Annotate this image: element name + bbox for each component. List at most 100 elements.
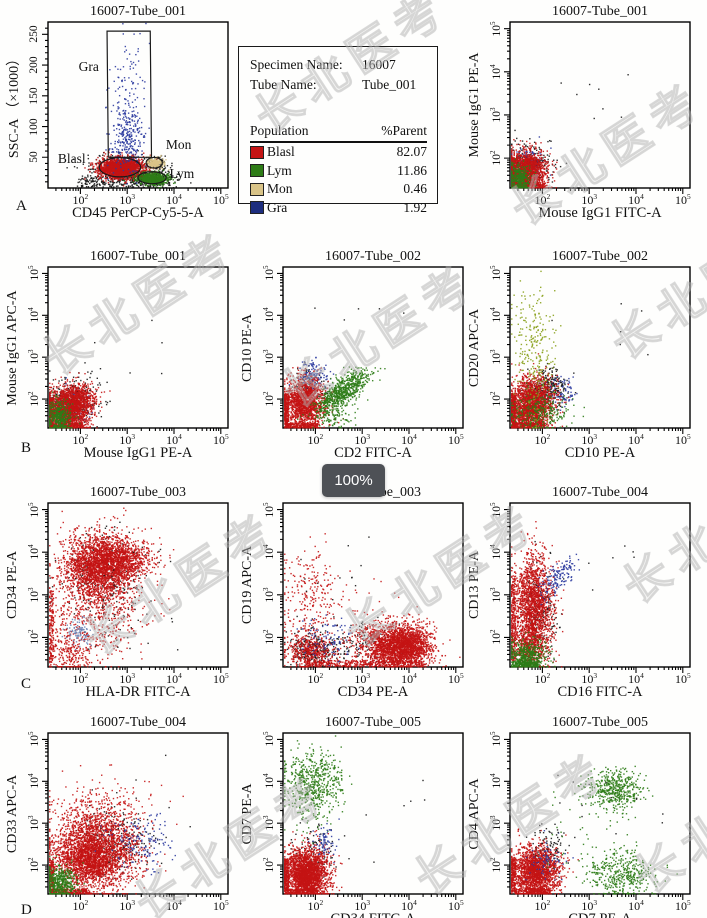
x-tick-label: 104 bbox=[401, 671, 417, 686]
y-tick-label: 105 bbox=[489, 731, 503, 747]
x-tick-label: 103 bbox=[119, 192, 136, 207]
x-tick-label: 104 bbox=[628, 898, 644, 913]
x-tick-label: 104 bbox=[401, 898, 417, 913]
y-tick-label: 102 bbox=[489, 629, 503, 645]
x-tick-label: 104 bbox=[166, 192, 182, 207]
y-tick-label: 105 bbox=[489, 502, 503, 518]
x-tick-label: 105 bbox=[447, 671, 464, 686]
x-tick-label: 105 bbox=[212, 192, 229, 207]
plot-title: 16007-Tube_004 bbox=[90, 715, 186, 730]
section-label-b: B bbox=[21, 440, 32, 456]
x-axis-label: CD34 FITC-A bbox=[331, 911, 416, 918]
x-tick-label: 102 bbox=[307, 898, 324, 913]
blasl-color-swatch bbox=[250, 145, 264, 159]
plot-title: 16007-Tube_001 bbox=[552, 4, 648, 19]
y-tick-label: 103 bbox=[262, 815, 276, 831]
x-tick-label: 103 bbox=[354, 432, 371, 447]
x-tick-label: 105 bbox=[212, 671, 229, 686]
x-tick-label: 102 bbox=[72, 432, 89, 447]
population-name: Lym bbox=[267, 162, 292, 178]
y-axis-label: SSC-A （×1000） bbox=[7, 51, 22, 159]
plot-title: 16007-Tube_005 bbox=[552, 715, 648, 730]
x-tick-label: 104 bbox=[166, 432, 182, 447]
y-tick-label: 104 bbox=[262, 544, 276, 560]
x-tick-label: 105 bbox=[674, 432, 691, 447]
x-axis-label: Mouse IgG1 PE-A bbox=[83, 445, 193, 461]
x-tick-label: 104 bbox=[401, 432, 417, 447]
y-tick-label: 104 bbox=[27, 307, 41, 323]
zoom-level-indicator: 100% bbox=[322, 464, 385, 497]
population-row: Mon 0.46 bbox=[250, 180, 427, 199]
x-tick-label: 105 bbox=[447, 432, 464, 447]
population-row: Blasl 82.07 bbox=[250, 143, 427, 162]
population-row: Lym 11.86 bbox=[250, 162, 427, 181]
specimen-name-label: Specimen Name: bbox=[250, 57, 343, 72]
y-axis-label: CD10 PE-A bbox=[240, 313, 255, 382]
y-tick-label: 105 bbox=[489, 21, 503, 37]
x-tick-label: 103 bbox=[581, 898, 598, 913]
population-percent: 1.92 bbox=[403, 199, 427, 215]
y-tick-label: 102 bbox=[262, 391, 276, 407]
x-tick-label: 102 bbox=[72, 898, 89, 913]
y-tick-label: 104 bbox=[262, 773, 276, 789]
y-tick-label: 104 bbox=[27, 544, 41, 560]
gra-color-swatch bbox=[250, 201, 264, 215]
plot-title: 16007-Tube_002 bbox=[552, 249, 648, 264]
y-tick-label: 100 bbox=[28, 117, 40, 136]
plot-title: 16007-Tube_003 bbox=[90, 485, 186, 500]
y-axis-label: CD33 APC-A bbox=[5, 774, 20, 853]
y-tick-label: 104 bbox=[489, 64, 503, 80]
x-tick-label: 103 bbox=[119, 898, 136, 913]
plot-title: 16007-Tube_001 bbox=[90, 249, 186, 264]
section-label-c: C bbox=[21, 676, 32, 692]
y-axis-label: CD34 PE-A bbox=[5, 550, 20, 620]
population-percent: 82.07 bbox=[396, 144, 427, 159]
y-tick-label: 50 bbox=[28, 151, 40, 164]
y-tick-label: 103 bbox=[262, 587, 276, 603]
y-tick-label: 102 bbox=[262, 629, 276, 645]
y-tick-label: 103 bbox=[27, 349, 41, 365]
y-axis-label: CD13 PE-A bbox=[467, 550, 482, 620]
x-tick-label: 102 bbox=[534, 192, 551, 207]
plot-title: 16007-Tube_001 bbox=[90, 4, 186, 19]
mon-color-swatch bbox=[250, 182, 264, 196]
x-axis-label: CD16 FITC-A bbox=[557, 684, 643, 700]
gate-label-blasl: Blasl bbox=[57, 150, 86, 166]
population-row: Gra 1.92 bbox=[250, 199, 427, 218]
x-tick-label: 103 bbox=[581, 432, 598, 447]
y-tick-label: 104 bbox=[489, 544, 503, 560]
population-percent: 0.46 bbox=[403, 181, 427, 196]
x-tick-label: 103 bbox=[581, 671, 598, 686]
gate-label-gra: Gra bbox=[78, 58, 99, 74]
y-tick-label: 150 bbox=[28, 87, 40, 105]
y-tick-label: 102 bbox=[27, 391, 41, 407]
population-statistics-box: Specimen Name: 16007 Tube Name: Tube_001… bbox=[238, 46, 438, 215]
gate-label-lym: Lym bbox=[169, 165, 195, 181]
population-column-header: Population bbox=[250, 123, 309, 138]
section-label-a: A bbox=[16, 198, 27, 214]
y-tick-label: 105 bbox=[489, 265, 503, 281]
x-tick-label: 102 bbox=[534, 898, 551, 913]
x-axis-label: CD7 PE-A bbox=[568, 911, 631, 918]
y-axis-label: CD4 APC-A bbox=[467, 777, 482, 850]
population-name: Gra bbox=[267, 199, 288, 215]
y-tick-label: 102 bbox=[489, 150, 503, 166]
y-tick-label: 103 bbox=[489, 349, 503, 365]
x-tick-label: 102 bbox=[72, 192, 89, 207]
x-axis-label: HLA-DR FITC-A bbox=[85, 684, 191, 700]
y-tick-label: 103 bbox=[489, 815, 503, 831]
x-tick-label: 104 bbox=[166, 898, 182, 913]
x-tick-label: 103 bbox=[581, 192, 598, 207]
x-tick-label: 105 bbox=[447, 898, 464, 913]
lym-color-swatch bbox=[250, 164, 264, 178]
y-tick-label: 102 bbox=[262, 857, 276, 873]
x-tick-label: 102 bbox=[534, 671, 551, 686]
population-name: Mon bbox=[267, 181, 293, 196]
x-tick-label: 104 bbox=[628, 671, 644, 686]
plot-title: 16007-Tube_005 bbox=[325, 715, 421, 730]
y-tick-label: 103 bbox=[489, 107, 503, 123]
y-tick-label: 105 bbox=[27, 502, 41, 518]
y-axis-label: Mouse IgG1 PE-A bbox=[467, 52, 482, 158]
x-axis-label: Mouse IgG1 FITC-A bbox=[538, 205, 662, 221]
